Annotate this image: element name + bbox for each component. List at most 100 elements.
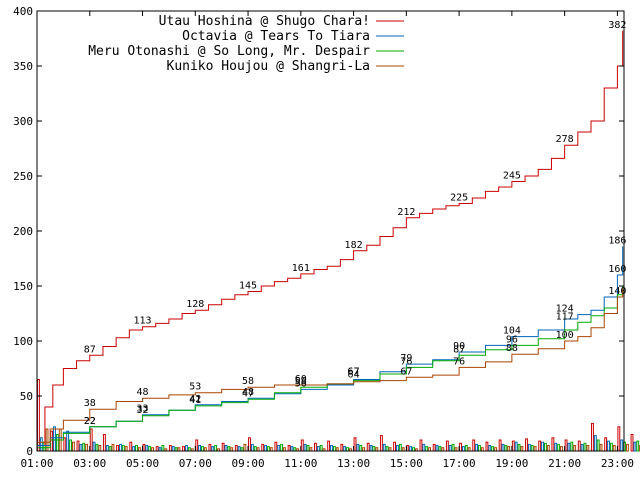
x-tick-label: 23:00 [601,457,634,470]
histogram-bar [314,442,317,452]
histogram-bar [538,440,542,452]
histogram-bar [359,445,363,452]
data-label: 38 [84,398,96,409]
series-line [37,246,624,446]
histogram-bar [514,441,518,452]
histogram-bar [385,446,389,452]
data-label: 245 [503,171,521,182]
histogram-bar [478,445,481,452]
histogram-bar [396,445,399,452]
y-tick-label: 400 [13,5,33,18]
y-tick-label: 150 [13,280,33,293]
histogram-bar [221,442,225,452]
histogram-bar [155,446,159,452]
histogram-bar [168,445,172,452]
histogram-bar [195,439,199,452]
y-tick-label: 200 [13,225,33,238]
histogram-bar [406,445,410,452]
histogram-bar [520,446,524,452]
histogram-bar [461,446,465,452]
histogram-bar [343,446,347,452]
x-tick-label: 05:00 [126,457,159,470]
data-label: 41 [189,395,201,406]
histogram-bar [567,442,571,452]
histogram-bar [543,442,547,452]
data-label: 60 [295,374,307,385]
histogram-bars [37,379,640,452]
data-label: 161 [292,263,310,274]
data-label: 32 [137,405,149,416]
x-tick-label: 17:00 [443,457,476,470]
histogram-bar [504,445,508,452]
data-label: 117 [556,311,574,322]
data-label: 96 [506,334,518,345]
histogram-bar [340,443,344,452]
legend-label: Octavia @ Tears To Tiara [182,29,370,44]
series-line [37,286,624,449]
histogram-bar [227,446,231,452]
data-label: 160 [608,264,626,275]
histogram-bar [300,439,304,452]
legend-label: Meru Otonashi @ So Long, Mr. Despair [88,44,370,59]
data-label: 58 [295,376,307,387]
histogram-bar [319,445,323,452]
data-label: 22 [84,416,96,427]
histogram-bar [129,441,133,452]
x-tick-label: 19:00 [495,457,528,470]
histogram-bar [577,440,581,452]
histogram-bar [148,446,152,452]
histogram-bar [248,437,251,452]
histogram-bar [332,446,336,452]
histogram-bar [116,445,120,452]
histogram-bar [425,446,429,452]
x-tick-label: 03:00 [73,457,106,470]
histogram-bar [102,434,106,452]
histogram-bar [422,443,426,452]
histogram-bar [135,445,138,452]
histogram-bar [37,379,40,452]
histogram-bar [214,445,218,452]
histogram-bar [39,437,43,452]
histogram-bar [198,445,202,452]
axes: 0 50 100 150 200 250 300 350 400 01:00 03:00 05:00 0… [13,5,634,470]
histogram-bar [316,446,320,452]
histogram-bar [369,445,373,452]
histogram-bar [448,445,452,452]
histogram-bar [583,442,587,452]
histogram-bar [607,440,610,452]
data-label: 212 [397,207,415,218]
histogram-bar [586,445,590,452]
histogram-bar [551,437,555,452]
histogram-bar [379,435,383,452]
histogram-bar [211,446,215,452]
histogram-bar [124,446,128,452]
data-label: 104 [503,326,521,337]
legend: Utau Hoshina @ Shugo Chara!Octavia @ Tea… [88,14,404,74]
histogram-bar [517,443,521,452]
data-label: 47 [242,388,254,399]
histogram-bar [95,443,99,452]
histogram-bar [243,443,247,452]
data-label: 58 [242,376,254,387]
histogram-bar [253,446,257,452]
y-tick-label: 350 [13,60,33,73]
data-label: 79 [400,353,412,364]
histogram-bar [485,441,489,452]
histogram-bar [488,445,492,452]
histogram-bar [501,443,505,452]
histogram-bar [620,439,624,452]
histogram-bar [66,430,70,452]
histogram-bar [636,440,640,452]
histogram-bar [511,440,515,452]
data-label: 225 [450,193,468,204]
histogram-bar [580,443,584,452]
data-label: 76 [400,356,412,367]
histogram-bar [409,446,413,452]
histogram-bar [382,443,386,452]
histogram-bar [475,443,479,452]
histogram-bar [541,441,544,452]
data-label: 186 [608,235,626,246]
data-label: 76 [453,356,465,367]
data-label: 382 [608,20,626,31]
histogram-bar [145,445,149,452]
